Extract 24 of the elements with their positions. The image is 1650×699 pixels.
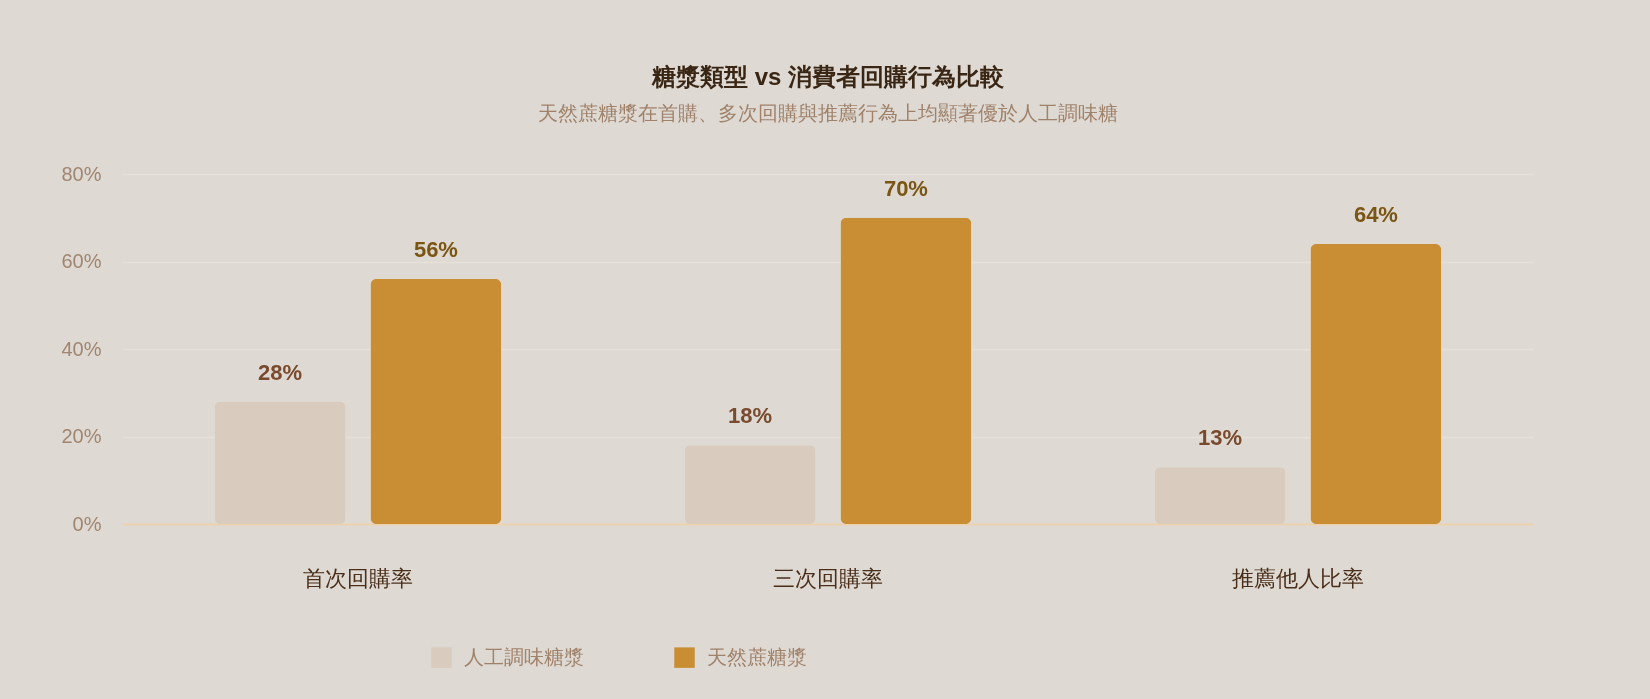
y-tick-label: 80% [61, 162, 102, 185]
y-tick-label: 20% [61, 425, 102, 447]
legend-label: 人工調味糖漿 [464, 645, 584, 668]
chart-title: 糖漿類型 vs 消費者回購行為比較 [650, 63, 1006, 90]
bar [370, 279, 502, 524]
bar [1310, 244, 1442, 524]
x-tick-label: 三次回購率 [773, 565, 883, 591]
y-tick-label: 0% [72, 512, 102, 535]
data-label: 64% [1353, 202, 1398, 227]
data-label: 56% [413, 237, 458, 262]
bar [1154, 467, 1286, 524]
data-label: 28% [258, 359, 303, 385]
y-tick-label: 40% [61, 337, 102, 360]
y-tick-label: 60% [61, 250, 102, 272]
data-label: 13% [1198, 425, 1243, 451]
legend-label: 天然蔗糖漿 [707, 645, 807, 668]
bar [840, 217, 972, 524]
data-label: 70% [883, 175, 928, 201]
chart-subtitle: 天然蔗糖漿在首購、多次回購與推薦行為上均顯著優於人工調味糖 [538, 102, 1118, 124]
data-label: 18% [728, 403, 773, 429]
x-tick-label: 首次回購率 [303, 565, 413, 591]
bar [684, 445, 816, 524]
x-tick-label: 推薦他人比率 [1232, 565, 1364, 591]
bar [214, 401, 346, 524]
